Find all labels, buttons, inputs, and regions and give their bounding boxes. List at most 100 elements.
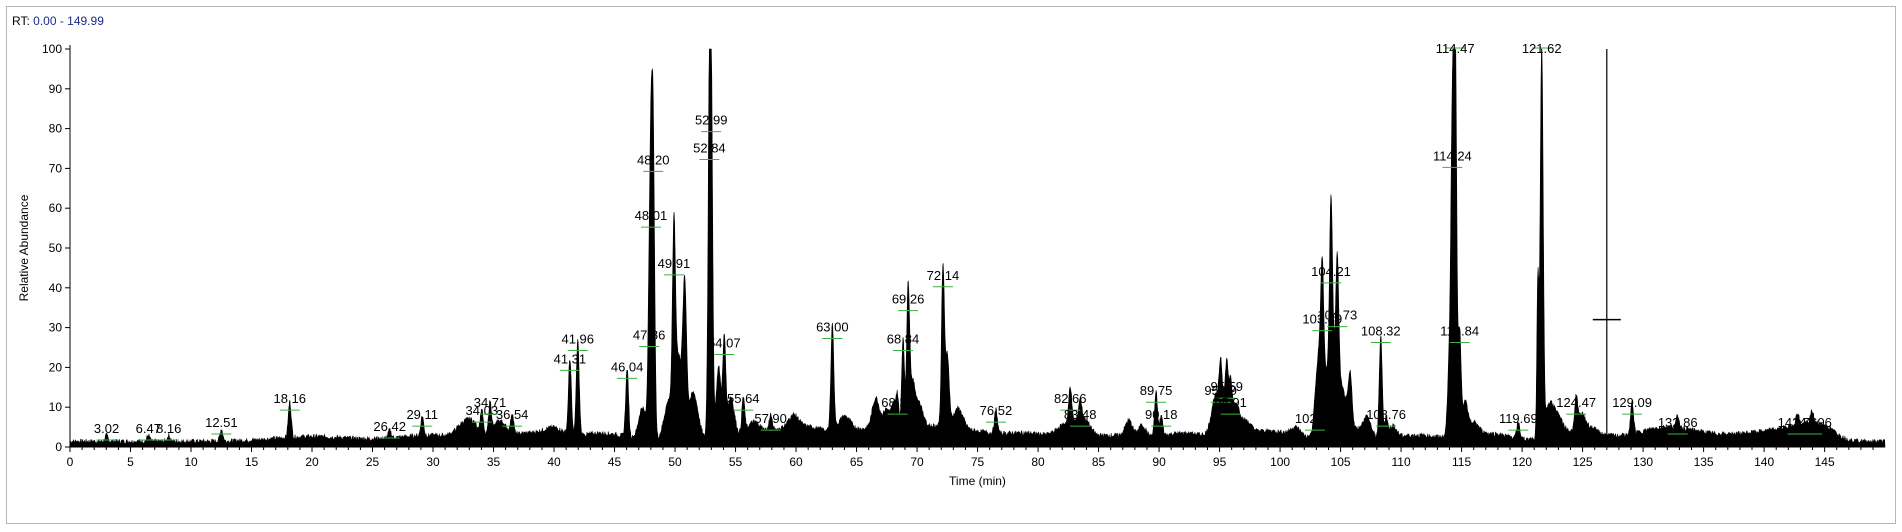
- x-tick-label: 135: [1694, 455, 1714, 469]
- x-tick-label: 5: [127, 455, 134, 469]
- peak-label: 90.18: [1145, 407, 1178, 422]
- x-tick-label: 125: [1573, 455, 1593, 469]
- peak-label: 54.07: [708, 335, 741, 350]
- peak-label: 3.02: [94, 421, 119, 436]
- peak-label: 129.09: [1612, 395, 1652, 410]
- peak-label: 89.75: [1140, 383, 1173, 398]
- peak-label: 52.99: [695, 113, 728, 128]
- peak-label: 6.47: [136, 421, 161, 436]
- y-tick-label: 30: [49, 321, 63, 335]
- x-tick-label: 110: [1392, 455, 1411, 469]
- peak-label: 95.91: [1214, 395, 1247, 410]
- peak-label: 72.14: [927, 268, 960, 283]
- peak-label: 103.49: [1302, 312, 1342, 327]
- peak-label: 82.66: [1054, 391, 1087, 406]
- peak-label: 102.87: [1295, 411, 1335, 426]
- peak-label: 143.96: [1792, 415, 1832, 430]
- peak-label: 52.84: [693, 140, 726, 155]
- peak-label: 55.64: [727, 391, 760, 406]
- axes: 0 10 20 30 40 50 60 70 80 90 100 0 5 10 15 20 25 30 35 40 45…: [42, 42, 1885, 469]
- rt-prefix: RT:: [12, 14, 30, 28]
- peak-label: 8.16: [156, 421, 181, 436]
- peak-label: 34.71: [474, 395, 507, 410]
- y-tick-label: 100: [42, 42, 62, 56]
- peak-label: 108.32: [1361, 324, 1401, 339]
- y-tick-label: 90: [49, 82, 63, 96]
- x-tick-label: 145: [1815, 455, 1835, 469]
- x-tick-label: 85: [1092, 455, 1106, 469]
- x-tick-label: 140: [1754, 455, 1774, 469]
- peak-label: 76.52: [980, 403, 1013, 418]
- peak-label: 69.26: [892, 292, 925, 307]
- peak-label: 29.11: [406, 407, 438, 422]
- x-tick-label: 50: [668, 455, 682, 469]
- x-tick-label: 35: [487, 455, 501, 469]
- x-tick-label: 20: [305, 455, 319, 469]
- rt-range-value: 0.00 - 149.99: [33, 14, 104, 28]
- x-tick-label: 115: [1452, 455, 1471, 469]
- peak-label: 95.09: [1204, 383, 1237, 398]
- x-tick-label: 80: [1031, 455, 1045, 469]
- peak-label: 49.91: [658, 256, 691, 271]
- peak-label: 114.84: [1440, 324, 1479, 339]
- x-tick-label: 15: [245, 455, 259, 469]
- peak-label: 124.47: [1556, 395, 1596, 410]
- peak-label: 68.84: [887, 331, 920, 346]
- peak-label: 36.54: [496, 407, 529, 422]
- x-tick-label: 30: [426, 455, 440, 469]
- y-tick-label: 70: [49, 161, 63, 175]
- peak-label: 41.96: [561, 331, 594, 346]
- y-tick-label: 40: [49, 281, 63, 295]
- y-tick-label: 10: [49, 400, 63, 414]
- y-tick-label: 60: [49, 201, 63, 215]
- x-tick-label: 60: [789, 455, 803, 469]
- x-tick-label: 95: [1213, 455, 1227, 469]
- y-tick-label: 0: [55, 440, 62, 454]
- x-tick-label: 25: [366, 455, 380, 469]
- y-axis-title: Relative Abundance: [17, 194, 31, 301]
- peak-label: 26.42: [373, 419, 406, 434]
- peak-label: 132.86: [1658, 415, 1698, 430]
- peak-label: 48.01: [635, 208, 668, 223]
- peak-label: 48.20: [637, 152, 670, 167]
- peak-label: 104.21: [1311, 264, 1351, 279]
- peak-label: 119.69: [1499, 411, 1538, 426]
- x-axis-title: Time (min): [949, 474, 1006, 488]
- peak-label: 104.73: [1317, 308, 1357, 323]
- x-tick-label: 120: [1512, 455, 1532, 469]
- peak-label: 121.62: [1522, 41, 1562, 56]
- trace-path: [69, 48, 1886, 448]
- peak-label: 57.90: [754, 411, 787, 426]
- peak-label: 47.86: [633, 328, 666, 343]
- x-tick-label: 45: [608, 455, 622, 469]
- peak-label: 114.47: [1436, 41, 1475, 56]
- x-tick-label: 90: [1152, 455, 1166, 469]
- peak-label: 108.76: [1366, 407, 1406, 422]
- peak-label: 114.24: [1433, 148, 1472, 163]
- peak-label: 95.59: [1210, 379, 1243, 394]
- y-tick-label: 20: [49, 360, 63, 374]
- x-tick-label: 0: [67, 455, 74, 469]
- x-tick-label: 75: [971, 455, 985, 469]
- peak-label: 142.76: [1778, 415, 1818, 430]
- peak-label: 63.00: [816, 320, 849, 335]
- x-tick-label: 40: [547, 455, 561, 469]
- x-tick-label: 105: [1331, 455, 1351, 469]
- x-tick-label: 10: [184, 455, 198, 469]
- x-tick-label: 65: [850, 455, 864, 469]
- y-tick-label: 80: [49, 122, 63, 136]
- x-tick-label: 70: [910, 455, 924, 469]
- peak-label: 68.39: [881, 395, 914, 410]
- x-tick-label: 55: [729, 455, 743, 469]
- peak-label: 12.51: [205, 415, 238, 430]
- peak-label: 41.31: [554, 351, 587, 366]
- peak-label: 18.16: [273, 391, 306, 406]
- x-tick-label: 100: [1270, 455, 1290, 469]
- chromatogram-trace: [69, 48, 1886, 448]
- rt-range-label: RT: 0.00 - 149.99: [12, 14, 104, 28]
- x-tick-label: 130: [1633, 455, 1653, 469]
- y-tick-label: 50: [49, 241, 63, 255]
- peak-label: 83.48: [1064, 407, 1097, 422]
